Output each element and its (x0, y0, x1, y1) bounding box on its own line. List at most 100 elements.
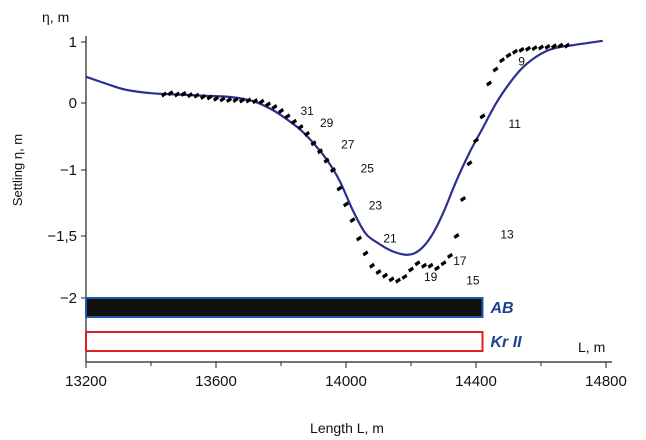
data-point (278, 108, 284, 115)
data-point (336, 185, 343, 192)
point-label: 21 (383, 231, 397, 245)
data-point (388, 276, 395, 283)
point-label: 15 (466, 274, 480, 288)
point-label: 17 (453, 254, 467, 268)
data-point (427, 262, 434, 269)
point-label: 11 (509, 117, 522, 131)
data-point (187, 92, 193, 99)
data-point (226, 96, 232, 103)
point-label: 13 (500, 228, 514, 242)
data-point (421, 262, 427, 269)
data-point (414, 260, 421, 267)
data-point (453, 233, 460, 239)
data-point (297, 124, 304, 131)
data-point (291, 118, 297, 125)
data-point (382, 272, 388, 279)
data-point (505, 52, 512, 59)
data-point (466, 160, 473, 167)
data-point (538, 44, 544, 51)
data-point (343, 201, 349, 208)
data-point (531, 45, 538, 52)
x-axis-label: Length L, m (310, 420, 384, 436)
x-tick-label: 14400 (455, 373, 497, 390)
x-tick-label: 14000 (325, 373, 367, 390)
data-point (356, 235, 362, 242)
point-label: 27 (341, 138, 355, 152)
data-point (460, 196, 466, 203)
data-point (434, 265, 440, 272)
data-point (180, 90, 187, 97)
layer-bars: AB Kr II (85, 297, 523, 352)
axes: 1 0 −1 −1,5 −2 13200 13600 14000 14400 14800 (47, 34, 626, 390)
data-point (564, 42, 570, 49)
data-point (323, 157, 330, 164)
layer-bar (85, 331, 484, 352)
data-point (258, 98, 265, 105)
point-label: 31 (301, 104, 315, 118)
x-tick-label: 13600 (195, 373, 237, 390)
data-point (447, 252, 453, 259)
point-label: 23 (369, 199, 383, 213)
settlement-curve (85, 39, 603, 256)
data-point (518, 46, 525, 53)
x-tick-label: 13200 (65, 373, 107, 390)
data-point (512, 48, 518, 55)
data-point (408, 266, 414, 273)
y-tick-label: −2 (60, 290, 77, 307)
layer-label: AB (490, 300, 514, 317)
data-point (252, 98, 258, 105)
data-point (492, 66, 499, 73)
x-axis-corner-label: L, m (578, 339, 605, 355)
data-point (219, 96, 226, 103)
data-point (193, 92, 200, 99)
layer-label: Kr II (491, 334, 523, 351)
data-point (362, 250, 369, 257)
data-point (174, 91, 180, 98)
data-point (525, 45, 531, 52)
data-point (395, 277, 401, 284)
data-point (499, 57, 505, 64)
y-tick-label: 1 (69, 34, 77, 51)
point-annotations: 9 11 13 15 17 19 21 23 25 27 29 31 (301, 55, 526, 288)
y-tick-label: −1,5 (47, 228, 77, 245)
data-point (317, 148, 323, 155)
y-tick-label: 0 (69, 95, 77, 112)
x-tick-label: 14800 (585, 373, 627, 390)
data-point (349, 217, 356, 224)
data-point (557, 42, 564, 49)
data-point (284, 113, 291, 120)
point-label: 29 (320, 116, 334, 130)
data-point (200, 93, 206, 100)
layer-bar (85, 297, 484, 318)
data-point (161, 91, 167, 98)
data-point (440, 260, 447, 267)
data-point (232, 96, 239, 103)
data-point (401, 273, 408, 280)
data-point (473, 137, 479, 144)
data-point (167, 90, 174, 97)
y-tick-label: −1 (60, 162, 77, 179)
points-series (161, 42, 570, 284)
y-axis-corner-label: η, m (42, 9, 69, 25)
data-point (206, 94, 213, 101)
data-point (330, 167, 336, 173)
data-point (544, 43, 551, 50)
point-label: 25 (361, 162, 375, 176)
y-axis-label: Settling η, m (10, 134, 25, 206)
data-point (310, 140, 317, 147)
data-point (245, 97, 252, 104)
point-label: 19 (424, 270, 438, 284)
data-point (486, 80, 492, 87)
data-point (271, 104, 278, 111)
data-point (375, 268, 382, 275)
data-point (369, 262, 375, 269)
data-point (551, 43, 557, 50)
point-label: 9 (518, 55, 525, 69)
data-point (213, 95, 219, 102)
data-point (239, 97, 245, 104)
data-point (479, 113, 486, 120)
line-series (85, 39, 603, 256)
data-point (304, 130, 310, 137)
data-point (265, 101, 271, 108)
